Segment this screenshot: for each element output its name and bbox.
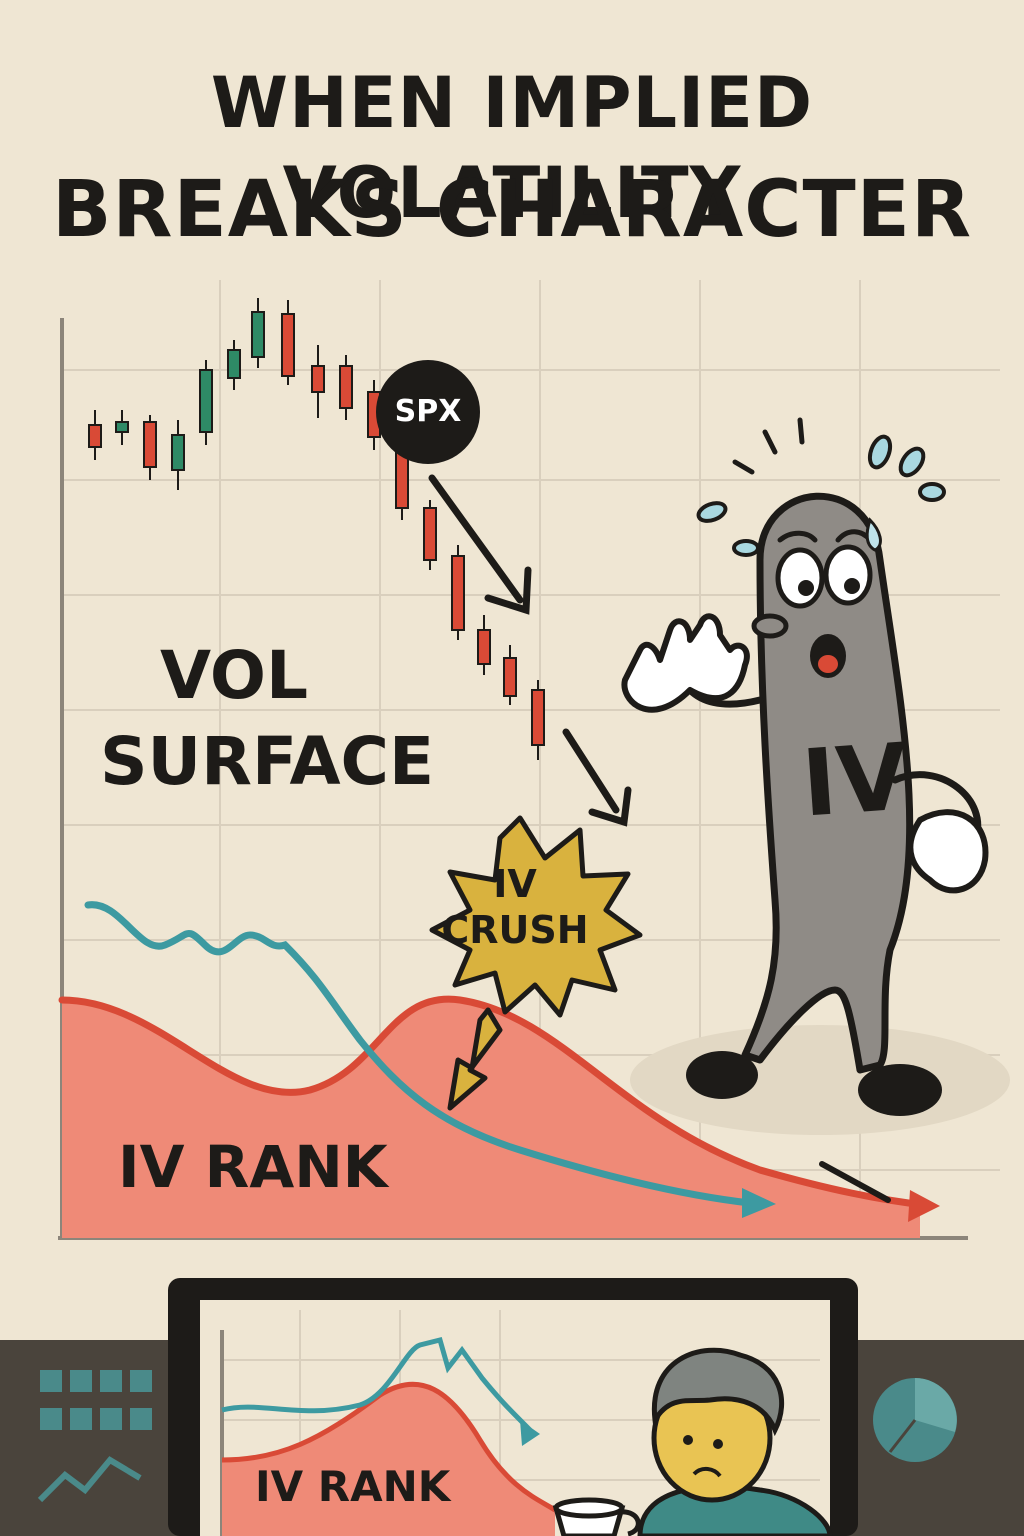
candle [199, 369, 213, 433]
candle [339, 365, 353, 409]
candle [115, 421, 129, 433]
monitor-iv-rank-label: IV RANK [255, 1462, 451, 1511]
candle [477, 629, 491, 665]
stress-lines [732, 417, 805, 475]
title-line-1: WHEN IMPLIED VOLATILITY [210, 62, 814, 234]
vol-surface-line [84, 901, 776, 1218]
vol-surface-label-line1: VOL [160, 637, 309, 714]
candle [451, 555, 465, 631]
coffee-cup-icon [552, 1497, 641, 1536]
iv-rank-label: IV RANK [118, 1133, 388, 1201]
candle [281, 313, 295, 377]
spx-label: SPX [394, 394, 462, 429]
spx-candlesticks [88, 298, 545, 760]
character-iv-label: IV [798, 723, 912, 838]
spx-badge [376, 360, 480, 464]
title-line-2: BREAKS CHARACTER [51, 165, 973, 255]
candle [88, 424, 102, 448]
raised-hand [621, 613, 750, 713]
candle [143, 421, 157, 468]
candle [503, 657, 517, 697]
arrow-icon [428, 474, 632, 827]
vol-surface-label-line2: SURFACE [100, 723, 435, 800]
iv-rank-area [58, 995, 940, 1238]
grid-icon [37, 1370, 152, 1503]
candle [251, 311, 265, 358]
candle [171, 434, 185, 471]
trader-character [637, 1347, 833, 1536]
candle [423, 507, 437, 561]
hip-hand [907, 809, 989, 894]
sweat-drop-icon [696, 434, 946, 557]
iv-crush-label-line2: CRUSH [441, 908, 589, 952]
candle [227, 349, 241, 379]
pie-chart-icon [873, 1378, 957, 1462]
candle [311, 365, 325, 393]
candle [531, 689, 545, 746]
iv-crush-label-line1: IV [493, 862, 537, 906]
iv-character [621, 492, 1010, 1135]
iv-crush-burst [429, 815, 643, 1111]
